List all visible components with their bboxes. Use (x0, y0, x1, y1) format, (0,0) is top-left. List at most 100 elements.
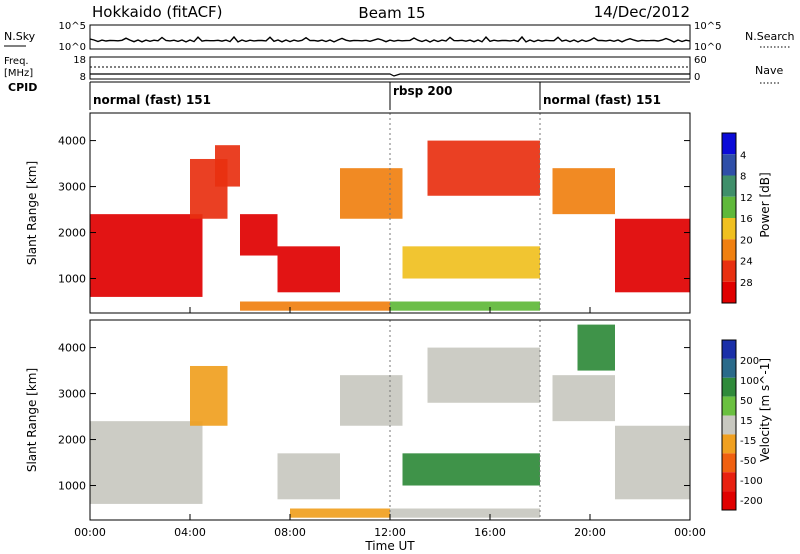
scatter-cell-6 (552, 375, 615, 422)
x-tick-label-3: 12:00 (374, 526, 406, 539)
scatter-cell-3 (340, 375, 403, 426)
y-tick-label-1: 2000 (58, 434, 86, 447)
colorbar-swatch-4 (722, 415, 736, 435)
y-tick-label-3: 4000 (58, 135, 86, 148)
velocity-colorbar-label: Velocity [m s^-1] (758, 358, 772, 462)
right-tick-top: 10^5 (694, 21, 721, 32)
nave-label: Nave (755, 64, 783, 77)
colorbar-tick-3: 15 (740, 416, 753, 427)
colorbar-swatch-5 (722, 434, 736, 454)
scatter-cell-10 (390, 508, 540, 518)
colorbar-frame (721, 132, 737, 304)
x-tick-label-2: 08:00 (274, 526, 306, 539)
scatter-cell-3 (240, 214, 278, 256)
scatter-cell-8 (615, 425, 690, 500)
freq-tick-bottom: 8 (80, 72, 86, 83)
colorbar-swatch-1 (722, 358, 736, 378)
date-title: 14/Dec/2012 (594, 3, 690, 21)
colorbar-tick-5: 24 (740, 257, 753, 268)
freq-label-2: [MHz] (4, 68, 33, 79)
x-axis-label: Time UT (364, 539, 415, 553)
nsearch-label: N.Search (745, 30, 795, 43)
scatter-cell-0 (90, 421, 203, 504)
y-tick-label-3: 4000 (58, 342, 86, 355)
cpid-label: CPID (8, 81, 37, 94)
scatter-cell-10 (240, 301, 390, 311)
station-title: Hokkaido (fitACF) (92, 3, 223, 21)
power-ylabel: Slant Range [km] (25, 161, 39, 265)
colorbar-swatch-6 (722, 260, 736, 282)
colorbar-tick-2: 50 (740, 396, 753, 407)
velocity-heatmap (90, 320, 690, 520)
mode-label-3: normal (fast) 151 (543, 93, 661, 107)
colorbar-tick-5: -50 (740, 456, 756, 467)
scatter-cell-4 (402, 453, 540, 486)
colorbar-swatch-4 (722, 218, 736, 240)
colorbar-swatch-3 (722, 396, 736, 416)
power-colorbar-label: Power [dB] (758, 172, 772, 237)
scatter-cell-0 (90, 214, 203, 297)
colorbar-tick-6: 28 (740, 278, 753, 289)
colorbar-tick-2: 12 (740, 193, 753, 204)
velocity-colorbar: 200 100 50 15 -15 -50 -100 -200 (721, 339, 763, 511)
nave-tick-bottom: 0 (694, 72, 700, 83)
colorbar-swatch-0 (722, 133, 736, 155)
velocity-axes: 1000 2000 3000 4000 (58, 342, 690, 493)
y-tick-label-1: 2000 (58, 227, 86, 240)
scatter-cell-5 (340, 168, 403, 219)
freq-label-1: Freq. (4, 56, 29, 67)
colorbar-swatch-7 (722, 281, 736, 303)
scatter-cell-8 (552, 168, 615, 215)
colorbar-tick-4: 20 (740, 235, 753, 246)
scatter-cell-9 (290, 508, 390, 518)
scatter-cell-9 (615, 218, 690, 293)
x-axis-ticks: 00:00 04:00 08:00 12:00 16:00 20:00 00:00 (74, 307, 706, 539)
freq-tick-top: 18 (73, 55, 86, 66)
scatter-cell-1 (190, 365, 228, 426)
nsky-tick-bottom: 10^0 (59, 42, 86, 53)
x-tick-label-5: 20:00 (574, 526, 606, 539)
velocity-ylabel: Slant Range [km] (25, 368, 39, 472)
y-tick-label-2: 3000 (58, 181, 86, 194)
colorbar-frame (721, 339, 737, 511)
mode-label-2: rbsp 200 (393, 84, 452, 98)
colorbar-swatch-3 (722, 196, 736, 218)
colorbar-swatch-7 (722, 472, 736, 492)
scatter-cell-6 (402, 246, 540, 279)
colorbar-tick-7: -200 (740, 496, 763, 507)
nsky-series (89, 35, 691, 43)
scatter-cell-2 (215, 145, 240, 187)
colorbar-tick-0: 4 (740, 150, 746, 161)
colorbar-swatch-8 (722, 491, 736, 510)
mode-label-1: normal (fast) 151 (93, 93, 211, 107)
scatter-cell-7 (427, 140, 540, 196)
x-tick-label-1: 04:00 (174, 526, 206, 539)
colorbar-swatch-0 (722, 340, 736, 359)
colorbar-swatch-1 (722, 154, 736, 176)
right-tick-bottom: 10^0 (694, 42, 721, 53)
x-tick-label-4: 16:00 (474, 526, 506, 539)
colorbar-tick-1: 8 (740, 172, 746, 183)
x-tick-label-0: 00:00 (74, 526, 106, 539)
power-heatmap (90, 113, 690, 313)
scatter-cell-5 (427, 347, 540, 403)
beam-title: Beam 15 (358, 4, 425, 22)
y-tick-label-0: 1000 (58, 480, 86, 493)
nsky-label: N.Sky (4, 30, 36, 43)
power-axes: 1000 2000 3000 4000 (58, 135, 690, 286)
freq-series (90, 73, 690, 77)
power-colorbar: 4 8 12 16 20 24 28 (721, 132, 753, 304)
scatter-cell-4 (277, 246, 340, 293)
scatter-cell-7 (577, 324, 615, 371)
colorbar-tick-4: -15 (740, 436, 756, 447)
colorbar-tick-6: -100 (740, 476, 763, 487)
colorbar-swatch-5 (722, 239, 736, 261)
colorbar-swatch-2 (722, 175, 736, 197)
scatter-cell-2 (277, 453, 340, 500)
y-tick-label-2: 3000 (58, 388, 86, 401)
colorbar-swatch-6 (722, 453, 736, 473)
freq-strip-frame (89, 56, 691, 80)
colorbar-tick-0: 200 (740, 356, 759, 367)
y-tick-label-0: 1000 (58, 273, 86, 286)
